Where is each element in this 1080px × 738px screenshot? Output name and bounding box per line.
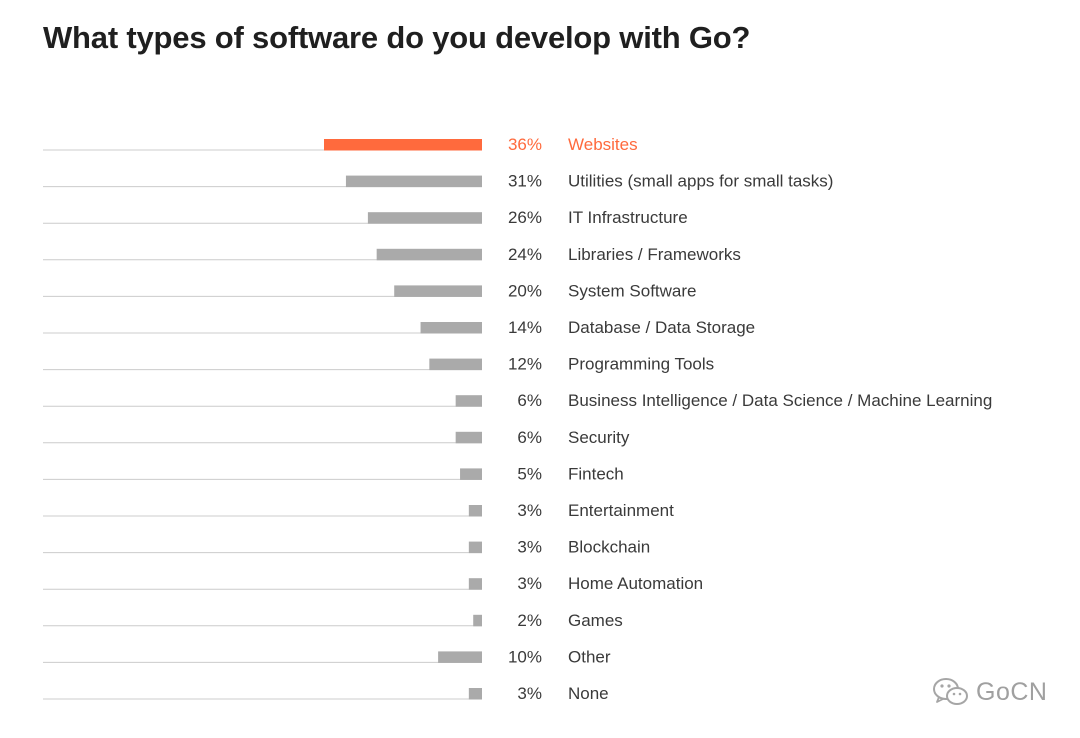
value-label: 10% [508,647,542,666]
bar [376,248,482,261]
bar [324,139,482,151]
category-label: Websites [568,135,638,154]
bar [429,358,482,371]
bar-row: 26% IT Infrastructure [43,208,688,227]
bar-row: 3% Home Automation [43,574,703,593]
value-label: 6% [517,428,542,447]
bar-row: 10% Other [43,647,611,666]
bar-row: 36% Websites [43,135,638,154]
bar [468,578,482,590]
category-label: Entertainment [568,501,674,520]
bar [394,285,482,297]
bar [438,651,482,663]
bar-row: 24% Libraries / Frameworks [43,245,741,264]
bar-row: 3% Entertainment [43,501,674,520]
bar [468,541,482,554]
bar-row: 6% Security [43,428,630,447]
bar [455,395,482,407]
value-label: 36% [508,135,542,154]
category-label: Security [568,428,630,447]
category-label: Programming Tools [568,355,714,374]
bar-row: 5% Fintech [43,464,624,483]
bar [460,468,482,480]
bar [468,688,482,700]
watermark: GoCN [932,676,1047,708]
value-label: 3% [517,538,542,557]
category-label: Database / Data Storage [568,318,755,337]
bar [420,322,482,334]
category-label: Other [568,647,611,666]
bar-row: 31% Utilities (small apps for small tasks… [43,172,833,191]
category-label: Home Automation [568,574,703,593]
category-label: Games [568,611,623,630]
value-label: 12% [508,355,542,374]
value-label: 31% [508,172,542,191]
bar-row: 12% Programming Tools [43,355,714,374]
category-label: Utilities (small apps for small tasks) [568,172,833,191]
value-label: 26% [508,208,542,227]
category-label: Libraries / Frameworks [568,245,741,264]
value-label: 14% [508,318,542,337]
category-label: IT Infrastructure [568,208,688,227]
bar [473,614,482,627]
bar [468,505,482,517]
watermark-text: GoCN [976,677,1048,706]
category-label: Business Intelligence / Data Science / M… [568,391,992,410]
bar-row: 6% Business Intelligence / Data Science /… [43,391,992,410]
value-label: 5% [517,464,542,483]
bar-row: 3% Blockchain [43,538,650,557]
value-label: 2% [517,611,542,630]
value-label: 20% [508,281,542,300]
category-label: Blockchain [568,538,650,557]
bar-row: 20% System Software [43,281,697,300]
bar [367,212,482,224]
bar [345,175,482,188]
value-label: 6% [517,391,542,410]
value-label: 3% [517,501,542,520]
bar-row: 3% None [43,684,609,703]
category-label: Fintech [568,464,624,483]
value-label: 3% [517,684,542,703]
bar-row: 14% Database / Data Storage [43,318,755,337]
value-label: 24% [508,245,542,264]
value-label: 3% [517,574,542,593]
category-label: System Software [568,281,697,300]
bar-row: 2% Games [43,611,623,630]
bar [455,431,482,444]
category-label: None [568,684,609,703]
chart-title: What types of software do you develop wi… [43,20,751,55]
wechat-icon [933,678,968,705]
